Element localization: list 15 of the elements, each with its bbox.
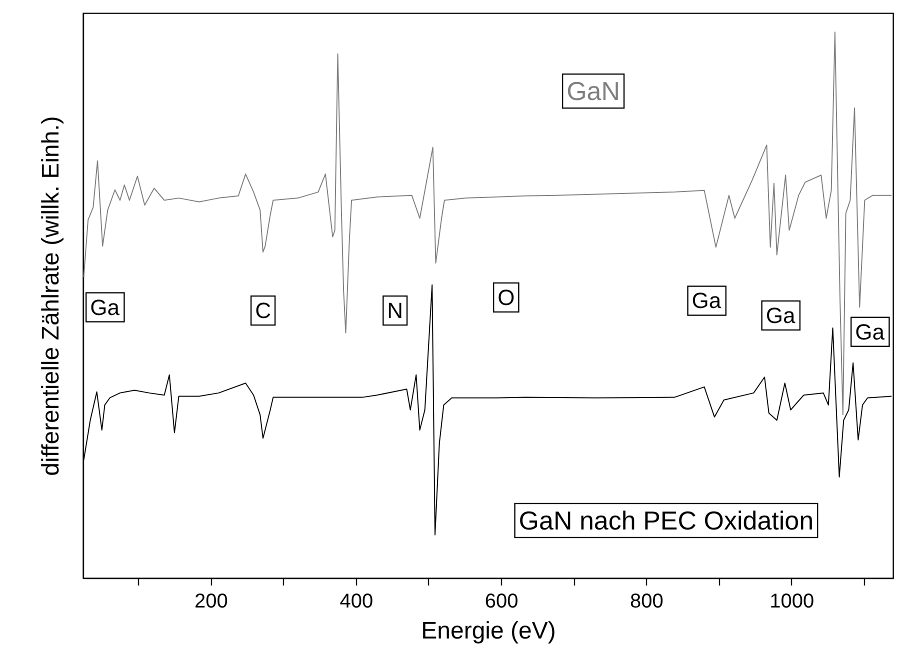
annotation: Ga (766, 302, 796, 328)
x-tick-label: 400 (340, 590, 374, 612)
x-tick-label: 800 (630, 590, 664, 612)
annotation: N (387, 298, 404, 324)
x-axis-title: Energie (eV) (421, 618, 556, 644)
text: GaN (566, 76, 620, 106)
annotation: C (255, 298, 272, 324)
x-tick-label: 1000 (770, 590, 814, 612)
annotation: Ga (855, 319, 886, 344)
y-axis-title: differentielle Zählrate (willk. Einh.) (38, 116, 64, 476)
x-tick-label: 600 (484, 590, 518, 612)
annotation: Ga (90, 294, 120, 320)
annotation: O (498, 284, 515, 310)
annotation: Ga (692, 288, 722, 314)
x-tick-label: 200 (194, 590, 228, 612)
